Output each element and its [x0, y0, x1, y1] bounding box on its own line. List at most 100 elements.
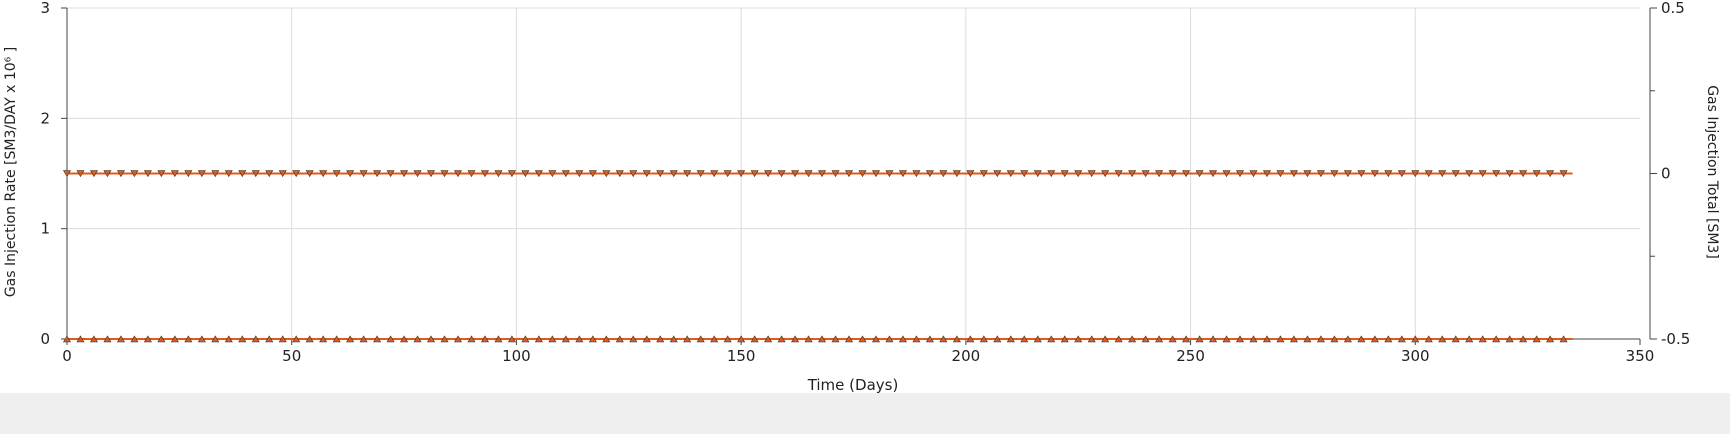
series-marker [966, 335, 975, 343]
series-marker [62, 170, 72, 178]
series-marker [764, 170, 773, 178]
series-marker [1141, 335, 1150, 343]
series-marker [804, 170, 813, 178]
series-marker [1411, 335, 1420, 343]
series-marker [737, 335, 746, 343]
series-marker [1532, 335, 1541, 343]
labels-layer: Time (Days) Gas Injection Rate [SM3/DAY … [3, 47, 1720, 394]
series-marker [804, 335, 813, 343]
x-tick-label: 300 [1401, 347, 1430, 365]
series-marker [952, 335, 961, 343]
series-marker [319, 170, 328, 178]
series-marker [1343, 170, 1352, 178]
series-marker [952, 170, 961, 178]
series-marker [427, 170, 436, 178]
series-marker [966, 170, 975, 178]
series-marker [400, 335, 409, 343]
series-marker [723, 335, 732, 343]
series-marker [1209, 335, 1218, 343]
series-marker [386, 170, 395, 178]
series-marker [979, 170, 988, 178]
series-marker [1357, 335, 1366, 343]
series-marker [1060, 335, 1069, 343]
series-marker [332, 335, 341, 343]
series-marker [521, 170, 530, 178]
series-marker [629, 335, 638, 343]
series-marker [1546, 335, 1555, 343]
series-marker [777, 335, 786, 343]
series-marker [1155, 170, 1164, 178]
series-marker [1357, 170, 1366, 178]
series-marker [831, 170, 840, 178]
series-marker [386, 335, 395, 343]
series-marker [925, 335, 934, 343]
series-marker [979, 335, 988, 343]
series-marker [669, 170, 678, 178]
series-marker [1128, 335, 1137, 343]
series-marker [1451, 170, 1460, 178]
series-marker [1033, 335, 1042, 343]
x-tick-label: 50 [282, 347, 301, 365]
series-marker [1330, 170, 1339, 178]
series-marker [319, 335, 328, 343]
series-marker [696, 170, 705, 178]
series-marker [1276, 335, 1285, 343]
series-marker [1505, 170, 1514, 178]
series-marker [898, 335, 907, 343]
series-marker [791, 170, 800, 178]
series-marker [467, 170, 476, 178]
series-marker [1033, 170, 1042, 178]
series-marker [588, 335, 597, 343]
series-marker [89, 335, 98, 343]
series-marker [912, 335, 921, 343]
series-marker [143, 335, 152, 343]
series-marker [615, 335, 624, 343]
series-marker [1141, 170, 1150, 178]
series-marker [211, 335, 220, 343]
series-marker [1478, 335, 1487, 343]
series-marker [305, 335, 314, 343]
series-marker [103, 335, 112, 343]
series-marker [561, 335, 570, 343]
series-marker [1411, 170, 1420, 178]
y-left-tick-label: 3 [40, 0, 50, 17]
series-marker [615, 170, 624, 178]
series-marker [440, 170, 449, 178]
series-marker [871, 335, 880, 343]
series-marker [1370, 335, 1379, 343]
series-marker [1316, 335, 1325, 343]
series-marker [1047, 335, 1056, 343]
series-marker [184, 170, 193, 178]
series-marker [1424, 170, 1433, 178]
series-marker [642, 335, 651, 343]
series-marker [993, 170, 1002, 178]
series-marker [359, 170, 368, 178]
series-marker [656, 335, 665, 343]
series-marker [683, 335, 692, 343]
series-marker [710, 170, 719, 178]
series-marker [939, 335, 948, 343]
series-marker [1182, 170, 1191, 178]
series-marker [1262, 335, 1271, 343]
y-right-tick-label: 0 [1661, 165, 1671, 183]
series-marker [723, 170, 732, 178]
series-marker [561, 170, 570, 178]
series-marker [1101, 170, 1110, 178]
series-marker [1182, 335, 1191, 343]
series-marker [76, 335, 85, 343]
series-marker [1074, 335, 1083, 343]
series-marker [467, 335, 476, 343]
series-marker [373, 170, 382, 178]
series-marker [1384, 335, 1393, 343]
series-marker [1060, 170, 1069, 178]
series-marker [629, 170, 638, 178]
series-marker [602, 170, 611, 178]
y-left-tick-label: 2 [40, 109, 50, 127]
series-marker [1370, 170, 1379, 178]
series-marker [1155, 335, 1164, 343]
series-marker [548, 335, 557, 343]
x-tick-label: 350 [1626, 347, 1655, 365]
series-marker [427, 335, 436, 343]
series-marker [197, 335, 206, 343]
series-marker [197, 170, 206, 178]
